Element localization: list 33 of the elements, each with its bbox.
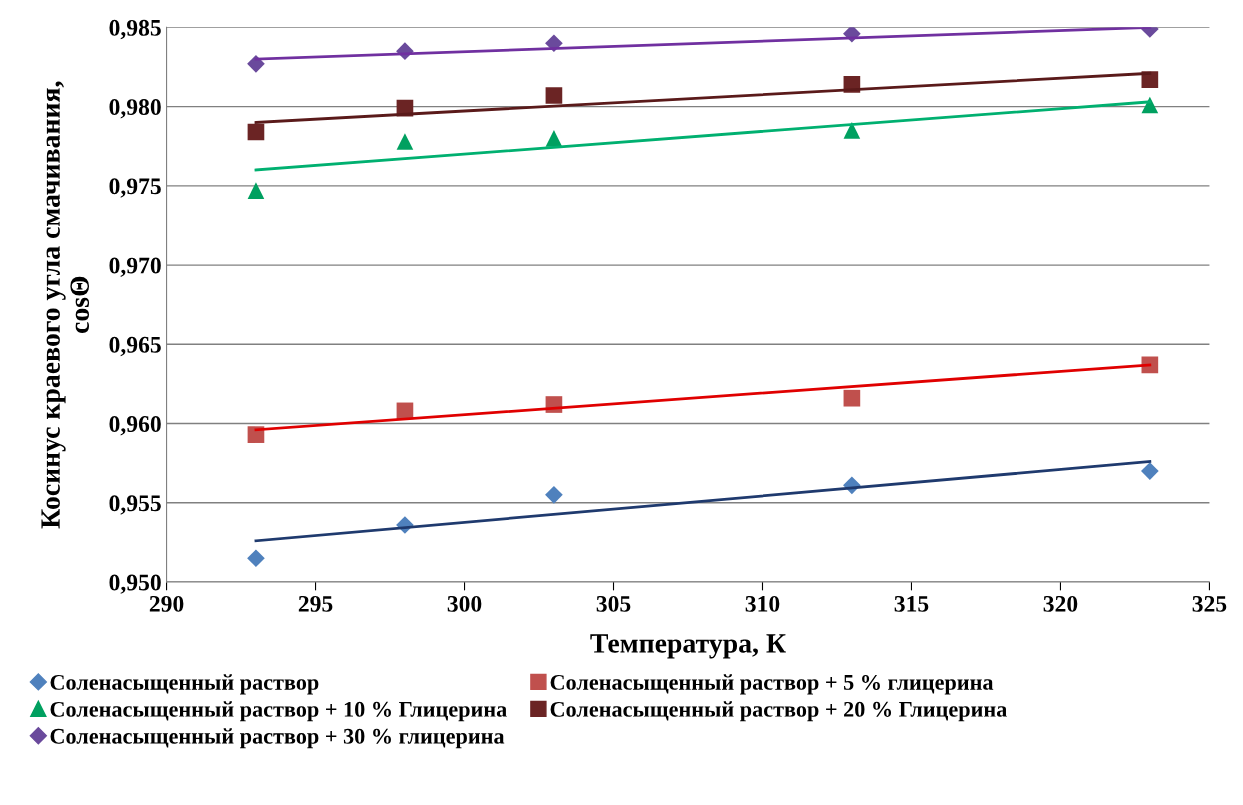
legend-label: Соленасыщенный раствор [50, 674, 319, 695]
legend-label: Соленасыщенный раствор + 10 % Глицерина [50, 701, 507, 722]
legend-label: Соленасыщенный раствор + 20 % Глицерина [550, 701, 1007, 722]
point [545, 87, 563, 104]
legend-label: Соленасыщенный раствор + 5 % глицерина [550, 674, 994, 695]
x-tick-label: 315 [894, 595, 929, 612]
y-tick-label: 0,950 [109, 574, 161, 594]
x-tick-label: 320 [1043, 595, 1078, 612]
y-tick-label: 0,965 [109, 336, 161, 357]
x-tick-label: 295 [298, 595, 333, 612]
y-tick-label: 0,970 [109, 257, 161, 277]
x-tick-label: 310 [745, 595, 780, 612]
y-tick-label: 0,955 [109, 495, 161, 515]
y-tick-label: 0,975 [109, 178, 161, 198]
point [843, 389, 861, 407]
point [1141, 96, 1159, 114]
x-tick-label: 305 [596, 595, 631, 612]
y-tick-label: 0,985 [109, 19, 161, 40]
point [1141, 462, 1159, 480]
point [247, 54, 265, 73]
x-axis-title: Температура, К [590, 634, 786, 659]
x-tick-label: 290 [149, 595, 184, 612]
point [247, 182, 265, 199]
y-tick-label: 0,980 [109, 99, 161, 119]
y-axis-title: Косинус краевого угла смачивания, cosΘ [41, 81, 90, 529]
x-tick-label: 300 [447, 595, 482, 612]
point [247, 123, 265, 141]
x-tick-label: 325 [1192, 595, 1227, 612]
point [396, 133, 414, 150]
point [247, 549, 265, 568]
legend-label: Соленасыщенный раствор + 30 % глицерина [50, 728, 505, 749]
y-tick-label: 0,960 [109, 416, 161, 436]
point [545, 486, 563, 504]
